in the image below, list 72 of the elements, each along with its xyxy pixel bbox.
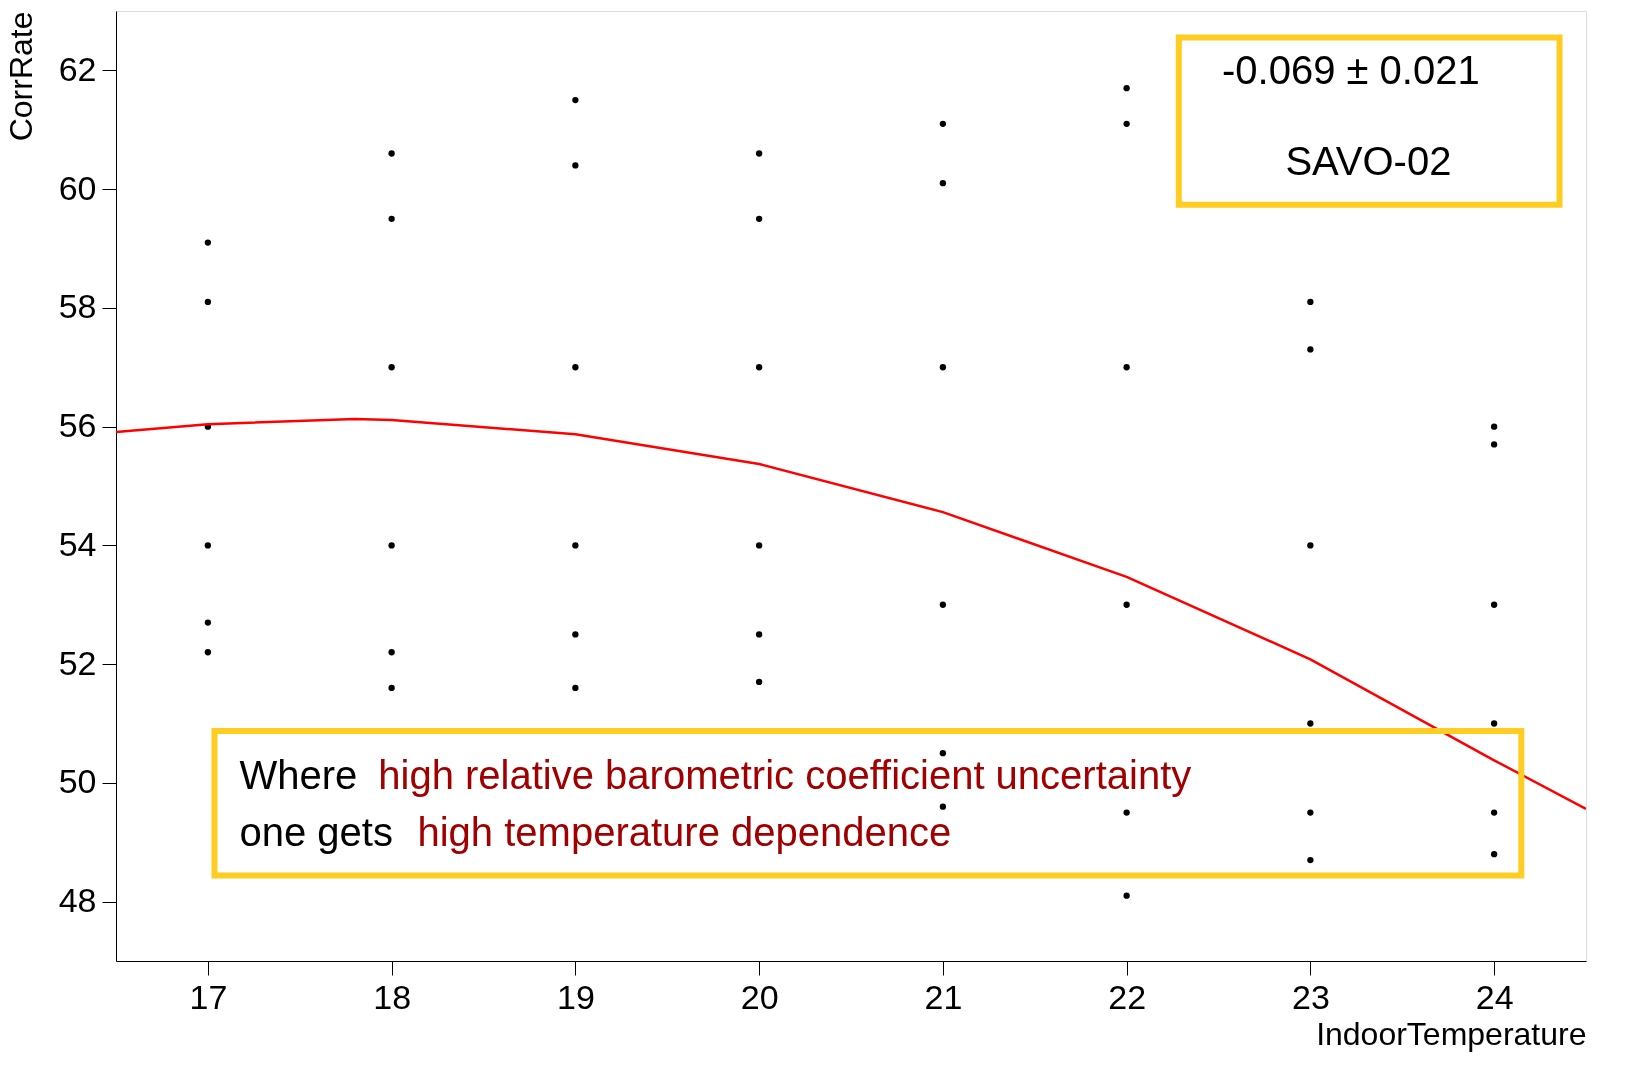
- point: [755, 631, 763, 638]
- point: [388, 215, 395, 222]
- y-tick-label: 60: [58, 168, 97, 207]
- y-tick-label: 62: [58, 49, 97, 88]
- y-axis-title: CorrRate: [2, 11, 39, 142]
- y-tick-label: 54: [58, 524, 97, 563]
- point: [755, 542, 763, 549]
- point: [939, 601, 947, 608]
- point: [1307, 542, 1314, 549]
- annotation: Where: [239, 752, 358, 797]
- y-tick-label: 52: [58, 643, 97, 682]
- x-tick-label: 22: [1108, 977, 1147, 1016]
- point: [1490, 809, 1498, 816]
- x-tick-label: 19: [556, 977, 595, 1016]
- point: [572, 96, 579, 104]
- point: [1490, 601, 1498, 608]
- point: [755, 150, 763, 157]
- point: [1490, 720, 1498, 727]
- point: [1123, 120, 1130, 127]
- point: [755, 364, 763, 371]
- y-tick-label: 58: [58, 287, 97, 326]
- point: [939, 803, 947, 810]
- point: [1123, 364, 1130, 371]
- x-axis-title: IndoorTemperature: [1316, 1015, 1587, 1052]
- x-tick-label: 20: [740, 977, 779, 1016]
- annotation: SAVO-02: [1285, 139, 1452, 183]
- x-tick-label: 21: [924, 977, 963, 1016]
- point: [572, 162, 579, 169]
- point: [388, 649, 395, 656]
- point: [939, 180, 947, 187]
- point: [1123, 601, 1130, 608]
- point: [1490, 441, 1498, 448]
- x-tick-label: 18: [373, 977, 412, 1016]
- annotation: high temperature dependence: [417, 809, 952, 854]
- point: [1123, 809, 1130, 816]
- point: [572, 364, 579, 371]
- point: [204, 619, 212, 626]
- point: [1307, 809, 1314, 816]
- annotation: -0.069 ± 0.021: [1221, 47, 1480, 92]
- y-tick-label: 56: [58, 406, 97, 445]
- y-tick-label: 48: [58, 881, 97, 920]
- point: [388, 542, 395, 549]
- point: [572, 684, 579, 692]
- point: [388, 150, 395, 157]
- point: [572, 631, 579, 638]
- point: [1307, 856, 1314, 864]
- point: [939, 364, 947, 371]
- point: [204, 298, 212, 306]
- point: [755, 678, 763, 686]
- line-series: [116, 417, 1586, 811]
- point: [1307, 720, 1314, 727]
- y-tick-label: 50: [58, 762, 97, 801]
- point: [939, 750, 947, 757]
- x-tick-label: 24: [1475, 977, 1514, 1016]
- point: [204, 542, 212, 549]
- point: [204, 649, 212, 656]
- x-tick-label: 17: [189, 977, 228, 1016]
- point: [939, 120, 947, 127]
- point: [1490, 850, 1498, 858]
- point: [572, 542, 579, 549]
- point: [1490, 423, 1498, 430]
- point: [388, 684, 395, 692]
- point: [1123, 892, 1130, 899]
- point: [204, 239, 212, 246]
- point: [755, 215, 763, 222]
- point: [388, 364, 395, 371]
- annotation: high relative barometric coefficient uncertainty: [378, 752, 1192, 797]
- point: [1307, 298, 1314, 306]
- point: [1307, 346, 1314, 353]
- x-tick-label: 23: [1291, 977, 1330, 1016]
- annotation: one gets: [239, 809, 393, 854]
- point: [1123, 85, 1130, 92]
